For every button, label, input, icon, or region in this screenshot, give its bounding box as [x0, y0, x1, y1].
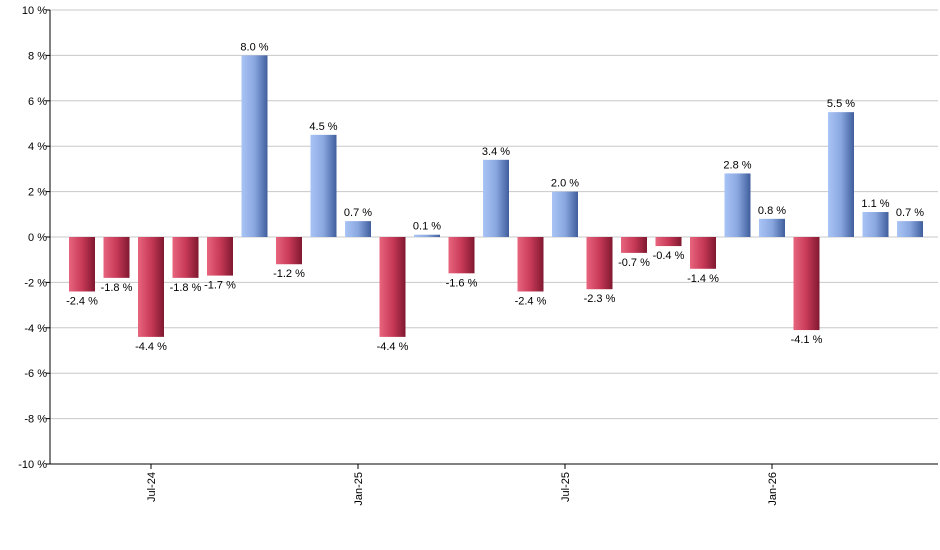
bars	[69, 55, 923, 337]
bar	[724, 173, 751, 237]
bar	[310, 134, 337, 237]
bar	[828, 112, 854, 237]
data-label: 0.7 %	[344, 207, 372, 219]
data-label: 2.8 %	[723, 159, 751, 171]
bar	[897, 221, 923, 237]
x-tick-label: Jan-26	[767, 472, 779, 506]
data-label: 4.5 %	[309, 121, 337, 133]
y-tick-labels: 10 % 8 % 6 % 4 % 2 % 0 % -2 % -4 % -6 % -8 % -10 %	[18, 5, 50, 471]
x-tick-label: Jan-25	[353, 472, 365, 506]
data-label: 3.4 %	[482, 146, 510, 158]
bar	[69, 237, 95, 292]
bar	[172, 237, 199, 278]
bar	[655, 237, 682, 247]
bar	[448, 237, 475, 274]
bar	[414, 234, 440, 237]
data-label: -4.1 %	[791, 334, 823, 346]
y-tick-label: 2 %	[28, 187, 47, 199]
y-tick-label: 6 %	[28, 96, 47, 108]
y-tick-label: -10 %	[18, 459, 47, 471]
bar	[138, 237, 164, 337]
data-label: 0.8 %	[758, 205, 786, 217]
data-label: 0.1 %	[413, 221, 441, 233]
data-label: 8.0 %	[240, 41, 268, 53]
data-label: -0.4 %	[653, 250, 685, 262]
data-label: -4.4 %	[135, 341, 167, 353]
bar	[103, 237, 130, 278]
data-label: -1.8 %	[170, 282, 202, 294]
bar	[379, 237, 406, 337]
data-label: -1.2 %	[273, 268, 305, 280]
y-tick-label: 4 %	[28, 141, 47, 153]
data-label: -1.4 %	[687, 273, 719, 285]
bar	[759, 218, 785, 237]
data-label: 0.7 %	[896, 207, 924, 219]
x-tick-labels: Jul-24 Jan-25 Jul-25 Jan-26	[146, 464, 779, 506]
data-label: 2.0 %	[551, 178, 579, 190]
data-label: -1.8 %	[101, 282, 133, 294]
bar	[241, 55, 268, 238]
bar	[552, 191, 578, 237]
data-label: -0.7 %	[618, 257, 650, 269]
data-label: -4.4 %	[377, 341, 409, 353]
bar	[586, 237, 613, 290]
x-tick-label: Jul-25	[560, 472, 572, 502]
y-tick-label: 10 %	[22, 5, 47, 17]
bar	[276, 237, 302, 265]
bar	[690, 237, 716, 269]
bar	[207, 237, 233, 276]
bar	[621, 237, 647, 253]
data-label: -2.4 %	[66, 295, 98, 307]
data-label: -1.7 %	[204, 280, 236, 292]
bar	[793, 237, 820, 331]
bar	[517, 237, 544, 292]
x-tick-label: Jul-24	[146, 472, 158, 502]
y-tick-label: -6 %	[24, 368, 47, 380]
y-tick-label: -8 %	[24, 414, 47, 426]
data-label: -2.3 %	[584, 293, 616, 305]
bar	[345, 221, 371, 237]
bar	[862, 212, 889, 237]
data-labels: -2.4 %-1.8 %-4.4 %-1.8 % -1.7 %8.0 %-1.2 …	[66, 41, 924, 352]
y-tick-label: 8 %	[28, 50, 47, 62]
data-label: -2.4 %	[515, 295, 547, 307]
data-label: -1.6 %	[446, 277, 478, 289]
bar	[483, 159, 509, 237]
y-tick-label: -2 %	[24, 277, 47, 289]
data-label: 1.1 %	[861, 198, 889, 210]
y-tick-label: 0 %	[28, 232, 47, 244]
y-tick-label: -4 %	[24, 323, 47, 335]
data-label: 5.5 %	[827, 98, 855, 110]
